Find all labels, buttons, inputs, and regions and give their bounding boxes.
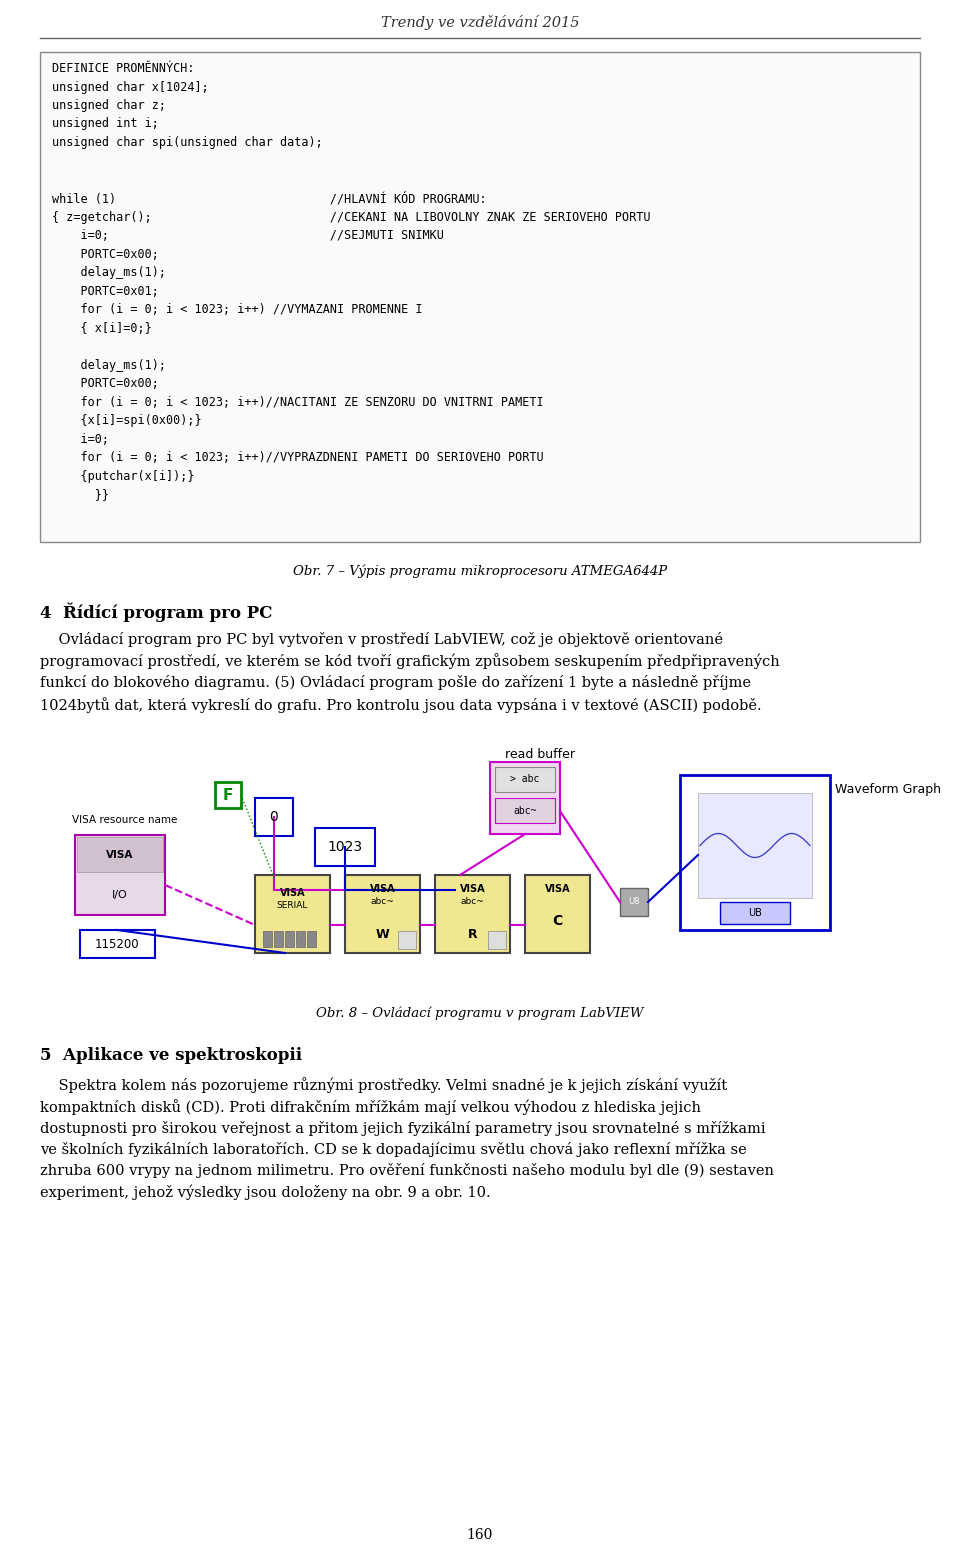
Text: VISA: VISA [544,883,570,894]
Text: F: F [223,787,233,803]
Text: abc~: abc~ [461,896,485,905]
Text: Spektra kolem nás pozorujeme různými prostředky. Velmi snadné je k jejich získán: Spektra kolem nás pozorujeme různými pro… [40,1077,774,1200]
Text: VISA: VISA [370,883,396,894]
Text: 4  Řídící program pro PC: 4 Řídící program pro PC [40,601,273,622]
FancyBboxPatch shape [215,783,241,808]
Text: Waveform Graph: Waveform Graph [835,783,941,797]
Text: UB: UB [748,908,762,918]
Text: > abc: > abc [511,773,540,784]
FancyBboxPatch shape [255,876,330,953]
Bar [285,932,294,947]
FancyBboxPatch shape [490,763,560,834]
Text: read buffer: read buffer [505,749,575,761]
FancyBboxPatch shape [77,837,163,873]
Text: abc~: abc~ [371,896,395,905]
FancyBboxPatch shape [720,902,790,924]
FancyBboxPatch shape [345,876,420,953]
FancyBboxPatch shape [680,775,830,930]
Text: VISA: VISA [279,888,305,897]
Bar [274,932,283,947]
Text: 115200: 115200 [95,938,139,950]
Text: W: W [375,928,390,941]
Bar [296,932,305,947]
Text: VISA resource name: VISA resource name [72,815,178,825]
FancyBboxPatch shape [620,888,648,916]
Text: Obr. 7 – Výpis programu mikroprocesoru ATMEGA644P: Obr. 7 – Výpis programu mikroprocesoru A… [293,564,667,578]
FancyBboxPatch shape [495,798,555,823]
Text: 5  Aplikace ve spektroskopii: 5 Aplikace ve spektroskopii [40,1046,302,1063]
Text: SERIAL: SERIAL [276,901,308,910]
Text: R: R [468,928,477,941]
FancyBboxPatch shape [698,794,812,897]
Text: Obr. 8 – Ovládací programu v program LabVIEW: Obr. 8 – Ovládací programu v program Lab… [316,1008,644,1020]
Text: VISA: VISA [460,883,486,894]
FancyBboxPatch shape [315,828,375,866]
Bar [398,932,416,949]
FancyBboxPatch shape [75,835,165,914]
Text: 0: 0 [270,811,278,825]
Text: U8: U8 [628,897,639,907]
FancyBboxPatch shape [80,930,155,958]
Text: 160: 160 [467,1528,493,1542]
Bar [488,932,506,949]
FancyBboxPatch shape [255,798,293,835]
Text: VISA: VISA [107,849,133,860]
Text: 1023: 1023 [327,840,363,854]
Text: I/O: I/O [112,890,128,901]
Text: Ovládací program pro PC byl vytvořen v prostředí LabVIEW, což je objektově orien: Ovládací program pro PC byl vytvořen v p… [40,632,780,713]
Bar [263,932,272,947]
Text: C: C [552,914,563,928]
Text: abc~: abc~ [514,806,537,815]
Bar [307,932,316,947]
FancyBboxPatch shape [435,876,510,953]
Text: DEFINICE PROMĚNNÝCH:
unsigned char x[1024];
unsigned char z;
unsigned int i;
uns: DEFINICE PROMĚNNÝCH: unsigned char x[102… [52,62,651,501]
Text: Trendy ve vzdělávání 2015: Trendy ve vzdělávání 2015 [381,14,579,29]
FancyBboxPatch shape [495,767,555,792]
FancyBboxPatch shape [40,53,920,542]
FancyBboxPatch shape [525,876,590,953]
